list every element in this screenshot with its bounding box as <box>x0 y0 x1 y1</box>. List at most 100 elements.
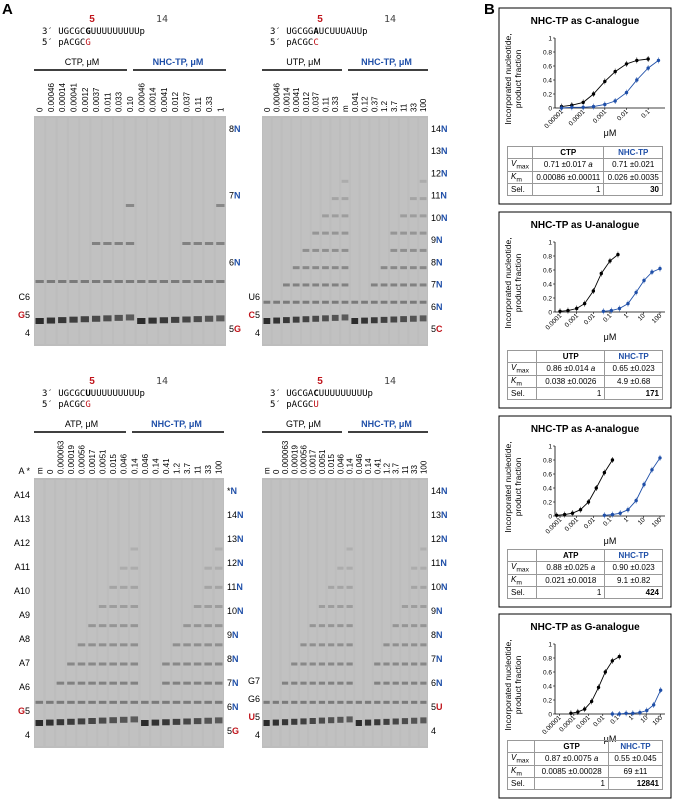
y-axis-label: product fraction <box>513 457 523 516</box>
band-label-left: A14 <box>14 490 30 500</box>
band-label-left: U5 <box>248 712 260 722</box>
lane-label: 11 <box>401 465 410 474</box>
y-tick-label: 0.2 <box>543 500 552 507</box>
kinetics-panels: NHC-TP as C-analogue Incorporated nucleot… <box>498 7 672 799</box>
data-point <box>559 106 564 110</box>
data-point <box>554 513 559 517</box>
template-pos14: 14 <box>156 376 168 387</box>
data-point <box>599 271 603 276</box>
x-tick-label: 0.001 <box>564 516 581 533</box>
x-tick-label: 1 <box>623 312 631 320</box>
y-tick-label: 0.6 <box>543 670 552 677</box>
lane-label: 0.00046 <box>47 83 56 112</box>
x-tick-label: 0.01 <box>583 516 597 530</box>
fit-curve <box>556 459 613 516</box>
table-row: Km 0.00086 ±0.00011 0.026 ±0.0035 <box>506 170 663 185</box>
data-point <box>586 500 591 504</box>
lane-label: 0.0012 <box>81 87 90 112</box>
x-axis-label: μM <box>604 734 617 744</box>
band-label-right: 5U <box>431 702 443 712</box>
lane-label: 0.041 <box>351 91 360 112</box>
table-corner <box>506 146 534 159</box>
lane-label: 0.00014 <box>58 83 67 112</box>
band-label-right: *N <box>227 486 237 496</box>
x-tick-label: 1 <box>623 516 631 524</box>
table-header-row: GTP NHC-TP <box>506 740 664 753</box>
nhc-value: 9.1 ±0.82 <box>604 573 663 588</box>
data-point <box>642 482 646 487</box>
lane-label: 0.011 <box>103 92 112 112</box>
data-point <box>638 710 642 715</box>
template-pos14: 14 <box>384 376 396 387</box>
data-point <box>658 456 662 460</box>
data-point <box>582 301 587 306</box>
band-label-right: 8N <box>431 630 443 640</box>
data-point <box>646 57 650 61</box>
y-axis-label: Incorporated nucleotide, <box>503 639 513 730</box>
band-label-right: 13N <box>227 534 244 544</box>
lane-label: 0.046 <box>141 453 150 474</box>
table-col-natural: GTP <box>534 740 609 753</box>
lane-label: 0.11 <box>321 96 330 112</box>
data-point <box>626 508 630 512</box>
data-point <box>610 659 615 663</box>
table-header-row: UTP NHC-TP <box>506 350 663 363</box>
band-label-right: 7N <box>431 280 443 290</box>
row-label: Vmax <box>506 158 534 172</box>
band-label-right: 6N <box>229 257 241 267</box>
band-label-left: 4 <box>25 328 30 338</box>
lane-label: 0.012 <box>302 91 311 112</box>
x-tick-label: 1 <box>628 714 636 722</box>
lane-label: 1.2 <box>173 462 182 474</box>
band-label-left: A9 <box>19 610 30 620</box>
band-label-right: 6N <box>431 678 443 688</box>
lane-label: 100 <box>419 98 428 112</box>
band-label-left: A11 <box>15 562 30 572</box>
kinetics-title: NHC-TP as A-analogue <box>531 424 640 435</box>
kinetics-table: GTP NHC-TP Vmax 0.87 ±0.0075 a 0.55 ±0.045 Km… <box>506 740 664 791</box>
band-label-right: 10N <box>227 606 244 616</box>
kinetics-title: NHC-TP as U-analogue <box>531 220 640 231</box>
y-tick-label: 0 <box>548 106 552 113</box>
band-label-left: C6 <box>18 292 30 302</box>
data-point <box>635 58 639 63</box>
lane-label: 1.2 <box>383 462 392 474</box>
band-label-right: 8N <box>229 124 241 134</box>
right-header: NHC-TP, μM <box>153 57 204 67</box>
data-point <box>569 711 573 715</box>
band-label-left: G5 <box>18 310 30 320</box>
data-point <box>646 66 650 70</box>
natural-value: 0.86 ±0.014 a <box>536 362 606 376</box>
data-point <box>634 290 638 295</box>
y-tick-label: 0.4 <box>543 486 552 493</box>
band-label-right: 12N <box>227 558 244 568</box>
y-axis-label: Incorporated nucleotide, <box>503 441 513 532</box>
lane-label: 0.41 <box>373 458 382 474</box>
band-label-right: 12N <box>431 168 448 178</box>
lane-label: 0.10 <box>126 96 135 112</box>
lane-label: 0 <box>263 107 272 112</box>
x-axis-label: μM <box>604 128 617 138</box>
lane-label: 0.33 <box>331 96 340 112</box>
row-label: Km <box>506 764 536 779</box>
lane-label: 0.00056 <box>78 445 87 474</box>
band-label-right: 14N <box>431 124 448 134</box>
y-tick-label: 0.8 <box>543 254 552 261</box>
data-point <box>650 270 654 274</box>
left-header: CTP, μM <box>65 57 100 67</box>
y-axis-label: Incorporated nucleotide, <box>503 33 513 124</box>
band-label-left: A12 <box>14 538 30 548</box>
y-tick-label: 0.8 <box>543 656 552 663</box>
kinetics-table: ATP NHC-TP Vmax 0.88 ±0.025 a 0.90 ±0.023 Km 0… <box>506 549 663 600</box>
data-point <box>609 308 614 313</box>
fit-curve <box>559 254 619 312</box>
table-col-nhc: NHC-TP <box>604 549 663 562</box>
x-tick-label: 0.001 <box>575 714 592 731</box>
lane-label: m <box>341 105 350 112</box>
gel-image <box>34 478 224 748</box>
table-header-row: ATP NHC-TP <box>506 549 663 562</box>
fit-curve <box>612 690 662 715</box>
y-tick-label: 1 <box>548 240 552 247</box>
data-point <box>642 278 646 283</box>
